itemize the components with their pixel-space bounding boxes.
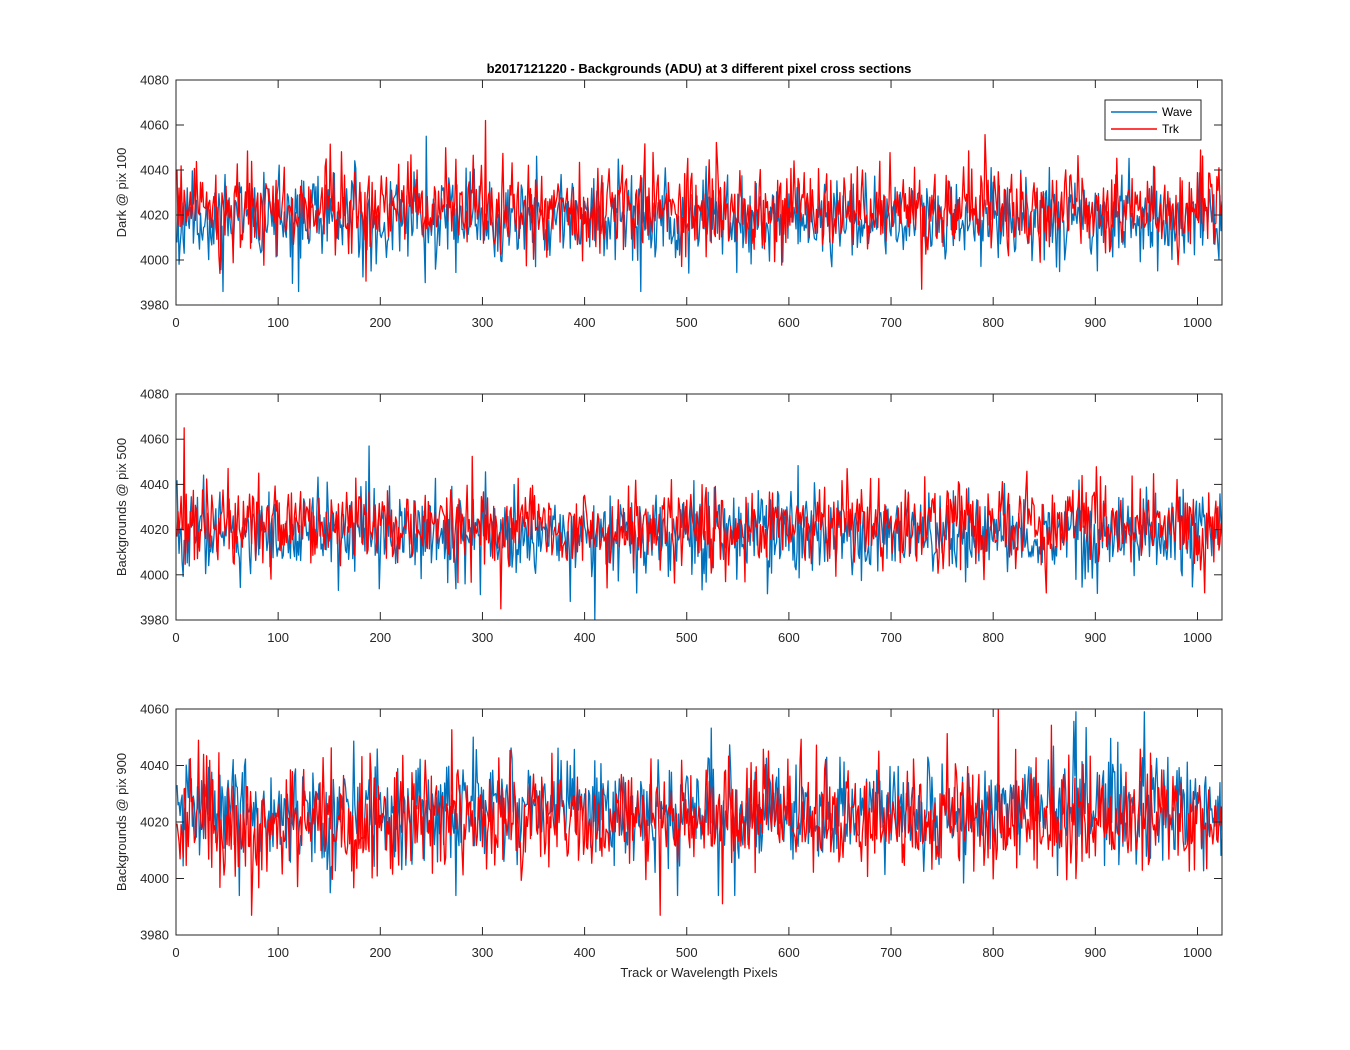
x-tick-label: 900	[1084, 315, 1106, 330]
y-tick-label: 4040	[140, 477, 169, 492]
x-tick-label: 0	[172, 630, 179, 645]
y-tick-label: 4040	[140, 163, 169, 178]
x-tick-label: 200	[369, 315, 391, 330]
x-tick-label: 1000	[1183, 630, 1212, 645]
legend-label-wave: Wave	[1162, 105, 1193, 119]
x-tick-label: 500	[676, 630, 698, 645]
series-group	[176, 427, 1222, 620]
x-tick-label: 200	[369, 945, 391, 960]
x-tick-label: 800	[982, 630, 1004, 645]
y-tick-label: 4060	[140, 702, 169, 717]
x-tick-label: 400	[574, 945, 596, 960]
x-tick-label: 100	[267, 315, 289, 330]
y-axis-label: Backgrounds @ pix 500	[114, 438, 129, 576]
x-tick-label: 900	[1084, 945, 1106, 960]
x-tick-label: 400	[574, 315, 596, 330]
legend-box	[1104, 99, 1202, 141]
series-group	[176, 709, 1222, 916]
y-tick-label: 4080	[140, 387, 169, 402]
x-tick-label: 1000	[1183, 315, 1212, 330]
y-tick-label: 4020	[140, 522, 169, 537]
axes-box	[175, 79, 1223, 306]
x-axis-label: Track or Wavelength Pixels	[620, 965, 778, 980]
chart-title: b2017121220 - Backgrounds (ADU) at 3 dif…	[487, 61, 912, 76]
x-tick-label: 700	[880, 315, 902, 330]
y-tick-label: 4080	[140, 73, 169, 88]
x-tick-label: 800	[982, 315, 1004, 330]
legend: Wave Trk	[1104, 99, 1202, 141]
x-tick-label: 200	[369, 630, 391, 645]
x-tick-label: 700	[880, 945, 902, 960]
legend-label-trk: Trk	[1162, 122, 1180, 136]
series-line-trk	[176, 119, 1222, 290]
x-tick-label: 600	[778, 630, 800, 645]
x-tick-label: 400	[574, 630, 596, 645]
x-tick-label: 500	[676, 945, 698, 960]
y-axis-label: Backgrounds @ pix 900	[114, 753, 129, 891]
subplot-1: 0 100 200 300 400 500 600 700 800 900 1000 3980 4000…	[114, 61, 1223, 330]
subplots: 0 100 200 300 400 500 600 700 800 900 100039804000…	[114, 61, 1223, 980]
series-line-trk	[176, 427, 1222, 610]
subplot-2: 0 100 200 300 400 500 600 700 800 900 1000 3980 4000…	[114, 387, 1223, 645]
series-line-trk	[176, 709, 1222, 916]
y-tick-label: 3980	[140, 928, 169, 943]
x-tick-label: 800	[982, 945, 1004, 960]
x-tick-label: 0	[172, 315, 179, 330]
x-tick-label: 700	[880, 630, 902, 645]
y-tick-label: 4000	[140, 871, 169, 886]
y-axis-label: Dark @ pix 100	[114, 148, 129, 238]
x-tick-label: 300	[472, 315, 494, 330]
x-tick-label: 100	[267, 630, 289, 645]
x-tick-label: 0	[172, 945, 179, 960]
y-tick-label: 3980	[140, 298, 169, 313]
x-tick-label: 500	[676, 315, 698, 330]
plot-area	[176, 80, 1222, 305]
y-tick-label: 3980	[140, 613, 169, 628]
y-tick-label: 4000	[140, 567, 169, 582]
y-tick-label: 4040	[140, 758, 169, 773]
y-tick-label: 4060	[140, 432, 169, 447]
x-tick-label: 600	[778, 315, 800, 330]
y-tick-label: 4020	[140, 208, 169, 223]
axes-box	[175, 393, 1223, 621]
x-tick-label: 600	[778, 945, 800, 960]
series-line-wave	[176, 135, 1222, 293]
x-tick-label: 1000	[1183, 945, 1212, 960]
y-tick-label: 4060	[140, 118, 169, 133]
x-tick-label: 900	[1084, 630, 1106, 645]
series-group	[176, 119, 1222, 293]
x-tick-label: 300	[472, 945, 494, 960]
y-tick-label: 4020	[140, 815, 169, 830]
x-tick-label: 100	[267, 945, 289, 960]
x-tick-label: 300	[472, 630, 494, 645]
subplot-3: 0 100 200 300 400 500 600 700 800 900 1000 3980 4000…	[114, 702, 1223, 980]
y-tick-label: 4000	[140, 253, 169, 268]
